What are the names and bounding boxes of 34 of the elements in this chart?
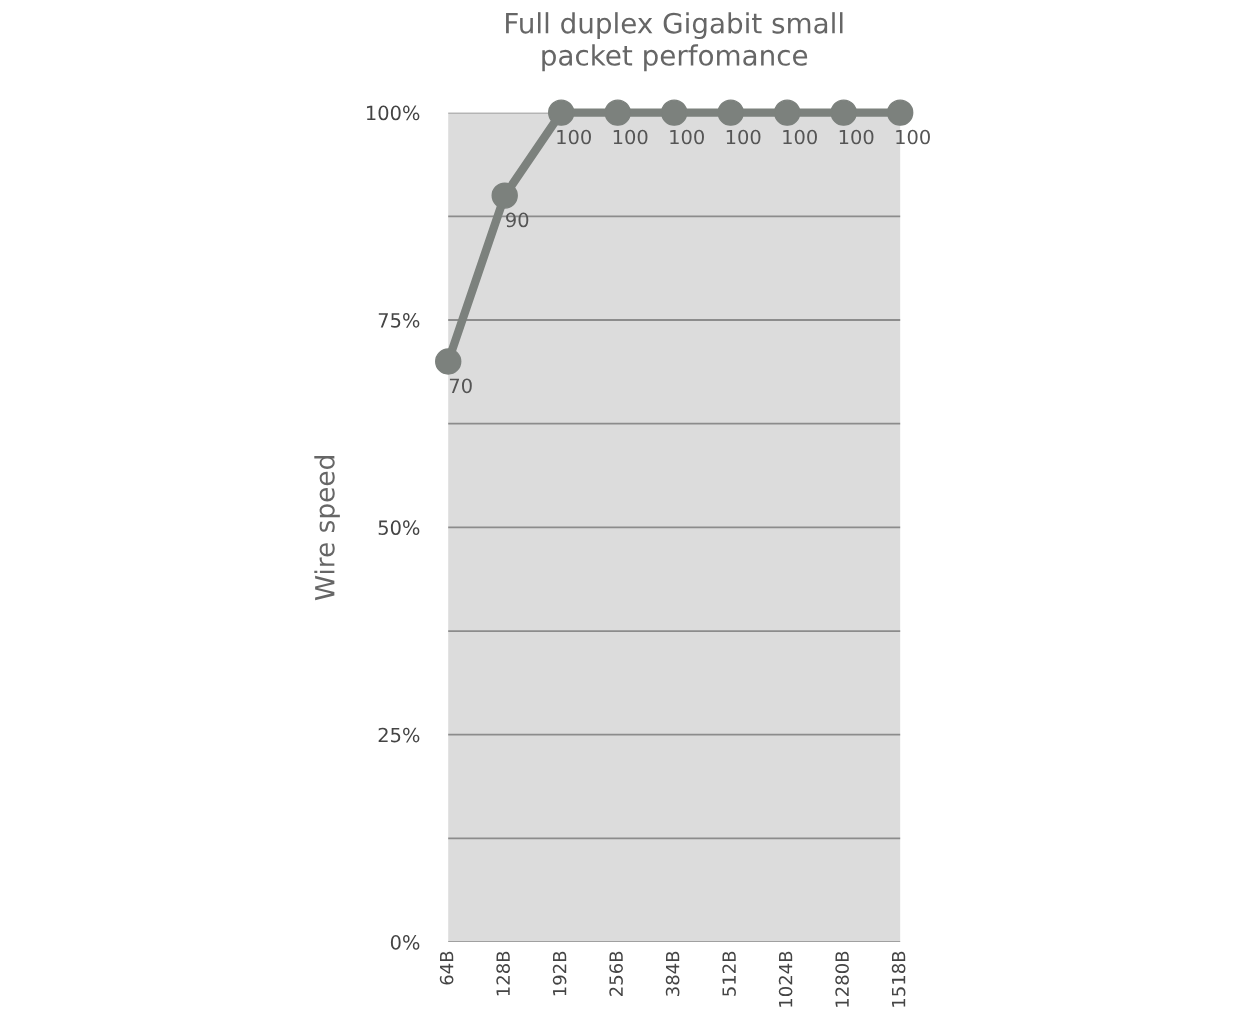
x-tick-label: 1518B (891, 951, 906, 1007)
data-label: 100 (839, 129, 874, 145)
y-tick-label: 50% (378, 520, 420, 536)
point (773, 99, 801, 126)
x-tick-label: 256B (609, 951, 623, 996)
x-tick-label: 1024B (778, 951, 793, 1007)
data-label: 90 (506, 212, 529, 228)
data-label: 100 (670, 129, 704, 145)
data-label: 100 (613, 129, 648, 145)
data-label: 100 (726, 129, 761, 145)
y-tick-label: 25% (378, 727, 420, 743)
x-tick-label: 512B (722, 951, 736, 996)
x-tick-label: 1280B (835, 951, 849, 1007)
point (604, 99, 631, 126)
y-axis-title: Wire speed (314, 456, 340, 601)
data-label: 100 (557, 129, 591, 145)
data-label: 100 (783, 129, 817, 145)
point (548, 99, 575, 126)
point (717, 99, 744, 126)
y-tick-label: 0% (390, 935, 420, 950)
data-label: 100 (896, 129, 930, 145)
point (661, 99, 688, 126)
point (435, 348, 462, 375)
data-label: 70 (449, 378, 472, 394)
x-tick-label: 64B (439, 951, 454, 985)
y-tick-label: 100% (366, 105, 420, 121)
point (491, 182, 518, 209)
chart-title: Full duplex Gigabit small packet perfomance (506, 12, 843, 72)
point (886, 99, 914, 126)
point (830, 99, 857, 126)
x-tick-label: 384B (665, 951, 680, 996)
y-tick-label: 75% (378, 312, 420, 328)
x-tick-label: 128B (496, 951, 510, 996)
x-tick-label: 192B (552, 951, 567, 996)
